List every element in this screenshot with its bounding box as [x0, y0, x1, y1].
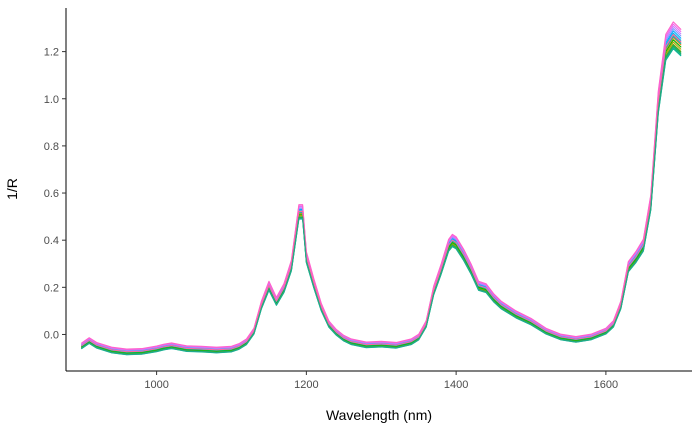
y-tick-label: 1.2: [44, 47, 59, 59]
y-tick-label: 1.0: [44, 94, 59, 106]
y-tick-label: 0.8: [44, 141, 59, 153]
spectrum-line: [81, 32, 682, 352]
spectrum-line: [81, 41, 682, 354]
x-axis-title: Wavelength (nm): [326, 407, 432, 423]
series-layer: [81, 21, 682, 356]
x-tick-label: 1200: [294, 379, 318, 391]
spectrum-line: [81, 25, 682, 351]
spectrum-line: [81, 30, 682, 352]
spectrum-line: [81, 44, 682, 355]
spectrum-line: [81, 48, 682, 356]
x-axis-ticks: 1000 1200 1400 1600: [144, 371, 618, 391]
spectrum-line: [81, 21, 682, 350]
y-axis-title: 1/R: [4, 178, 20, 200]
y-tick-label: 0.6: [44, 188, 59, 200]
spectrum-line: [81, 28, 682, 352]
spectrum-line: [81, 33, 682, 353]
spectrum-line: [81, 37, 682, 353]
spectrum-line: [81, 35, 682, 353]
y-axis-ticks: 0.0 0.2 0.4 0.6 0.8 1.0 1.2: [44, 47, 66, 341]
y-tick-label: 0.0: [44, 329, 59, 341]
spectrum-line: [81, 45, 682, 355]
y-tick-label: 0.4: [44, 235, 59, 247]
spectrum-line: [81, 23, 682, 351]
spectrum-line: [81, 39, 682, 354]
y-tick-label: 0.2: [44, 282, 59, 294]
spectrum-line: [81, 43, 682, 355]
x-tick-label: 1400: [444, 379, 468, 391]
spectrum-line: [81, 34, 682, 353]
spectrum-line: [81, 39, 682, 354]
x-tick-label: 1600: [594, 379, 618, 391]
spectrum-line: [81, 47, 682, 356]
x-tick-label: 1000: [144, 379, 168, 391]
